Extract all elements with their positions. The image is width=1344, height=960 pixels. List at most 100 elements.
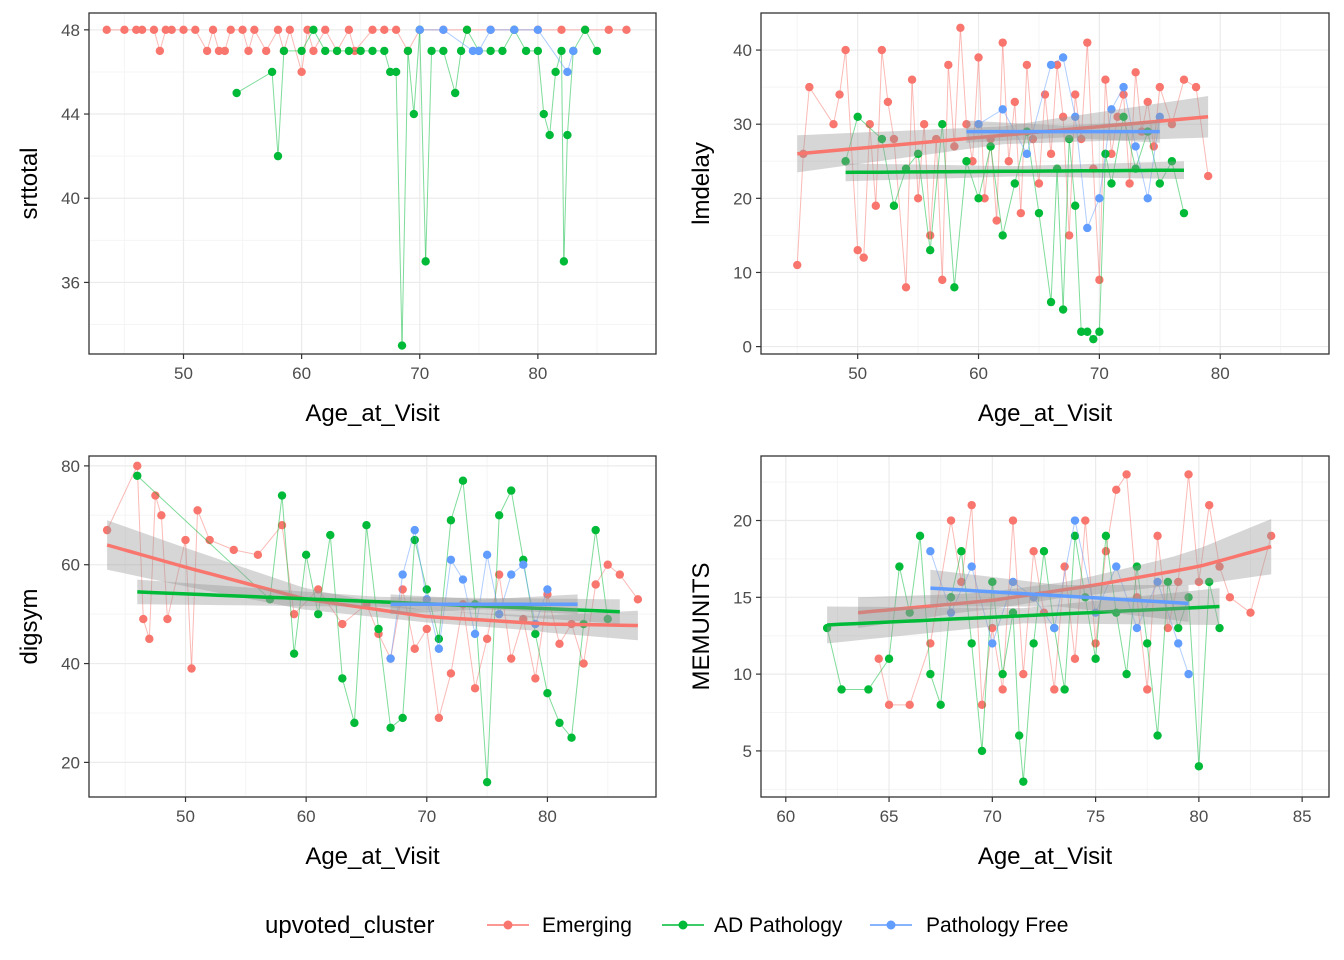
data-point (974, 194, 983, 203)
data-point (950, 142, 959, 151)
data-point (557, 25, 566, 35)
data-point (968, 157, 977, 166)
data-point (1071, 90, 1080, 99)
data-point (250, 25, 259, 35)
trajectory-segment (911, 79, 919, 199)
x-tick-label: 70 (417, 807, 436, 826)
trajectory-segment (1159, 161, 1173, 184)
data-point (297, 46, 306, 56)
data-point (494, 609, 504, 619)
data-point (919, 119, 929, 129)
trajectory-segment (160, 515, 168, 620)
trajectory-segment (1095, 566, 1117, 613)
data-point (374, 624, 383, 634)
trajectory-segment (1104, 79, 1112, 154)
data-point (1089, 334, 1098, 344)
data-point (835, 90, 844, 99)
y-tick-label: 48 (61, 21, 80, 40)
data-point (1163, 623, 1173, 633)
panel-border (760, 12, 1330, 355)
data-point (950, 283, 959, 292)
x-tick-label: 60 (969, 364, 988, 383)
data-point (386, 67, 395, 77)
x-tick-label: 50 (176, 807, 195, 826)
trajectory-segment (857, 116, 883, 140)
data-point (226, 25, 235, 35)
data-point (1060, 562, 1069, 571)
y-tick-label: 40 (733, 41, 752, 60)
data-point (1083, 327, 1092, 336)
trajectory-segment (1111, 86, 1124, 110)
data-point (1107, 149, 1116, 159)
data-point (874, 654, 883, 663)
data-point (998, 105, 1007, 114)
trajectory-segment (878, 658, 890, 705)
data-point (1034, 208, 1044, 218)
data-point (865, 119, 874, 129)
data-point (913, 149, 923, 159)
data-point (1215, 623, 1224, 633)
trajectory-segment (474, 638, 488, 689)
trajectory-segment (1086, 198, 1100, 229)
series-ad-pathology (841, 112, 1189, 344)
trajectory-segment (1135, 146, 1149, 199)
data-point (539, 109, 548, 119)
data-point (145, 634, 154, 644)
y-tick-label: 80 (61, 457, 80, 476)
data-point (1132, 623, 1142, 633)
panel-lmdelay: 50 60 70 80 0 10 20 30 40 Age_at_Visit lmdelay (688, 12, 1330, 427)
data-point (273, 151, 283, 161)
data-point (884, 700, 894, 710)
data-point (1081, 516, 1090, 525)
data-point (338, 619, 347, 629)
y-tick-label: 20 (733, 189, 752, 208)
trajectory-segment (1115, 566, 1138, 629)
data-point (380, 46, 389, 56)
series-pathology-free (926, 516, 1193, 679)
trajectory-segment (898, 566, 911, 613)
data-point (285, 25, 295, 35)
data-point (915, 531, 925, 541)
trajectory-segment (1104, 153, 1112, 184)
data-point (977, 700, 987, 710)
data-point (1203, 171, 1213, 181)
data-point (1119, 112, 1128, 121)
data-point (409, 109, 419, 119)
trajectory-segment (293, 554, 307, 654)
trajectory-segment (166, 539, 186, 620)
data-point (338, 674, 347, 683)
data-point (244, 46, 253, 56)
data-point (507, 570, 516, 579)
trajectory-segment (522, 618, 536, 679)
x-axis-title: Age_at_Visit (305, 843, 440, 870)
trajectory-segment (839, 49, 847, 95)
data-point (1050, 623, 1059, 633)
data-point (356, 46, 365, 56)
trajectory-segment (1129, 72, 1137, 184)
trajectory-segment (1084, 520, 1097, 644)
trajectory-segment (1115, 612, 1128, 675)
x-tick-label: 70 (983, 807, 1002, 826)
data-point (470, 684, 480, 693)
data-point (422, 595, 431, 604)
data-point (905, 700, 914, 710)
data-point (220, 46, 230, 56)
panel-background (761, 13, 1329, 354)
trajectory-segment (450, 604, 464, 674)
data-point (543, 585, 552, 594)
trajectory-segment (191, 510, 199, 669)
trajectory-segment (1062, 139, 1070, 310)
data-point (1132, 562, 1142, 571)
trajectory-segment (462, 480, 476, 605)
data-point (962, 157, 971, 166)
data-point (1143, 639, 1152, 648)
y-tick-label: 10 (733, 263, 752, 282)
trajectory-segment (1074, 520, 1086, 659)
data-point (615, 570, 625, 579)
trajectory-segment (390, 574, 404, 659)
data-point (398, 713, 407, 723)
legend: upvoted_cluster Emerging AD Pathology Pa… (265, 912, 1068, 939)
trajectory-segment (454, 50, 462, 94)
y-axis-title: lmdelay (688, 142, 715, 225)
